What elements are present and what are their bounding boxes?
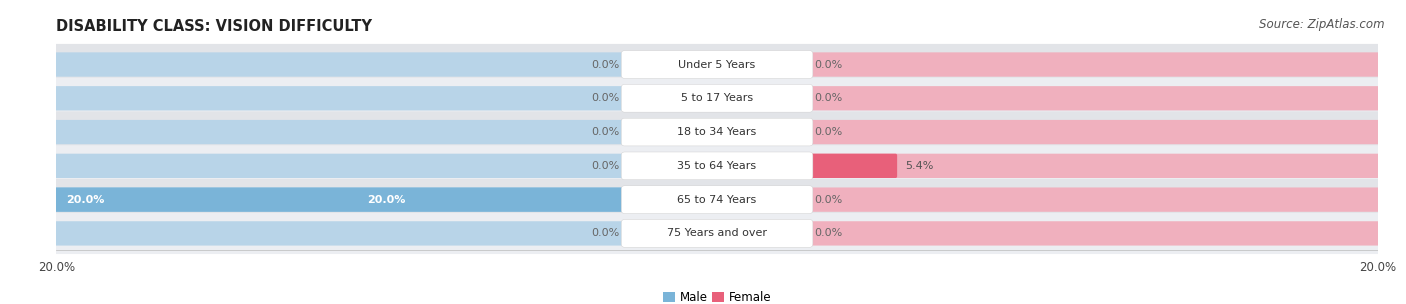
FancyBboxPatch shape [55, 188, 626, 212]
Text: 20.0%: 20.0% [367, 195, 406, 205]
Text: 0.0%: 0.0% [592, 93, 620, 103]
FancyBboxPatch shape [55, 154, 626, 178]
Legend: Male, Female: Male, Female [658, 287, 776, 304]
Text: DISABILITY CLASS: VISION DIFFICULTY: DISABILITY CLASS: VISION DIFFICULTY [56, 19, 373, 34]
FancyBboxPatch shape [55, 188, 626, 212]
FancyBboxPatch shape [55, 120, 626, 144]
Text: Under 5 Years: Under 5 Years [679, 60, 755, 70]
Text: 65 to 74 Years: 65 to 74 Years [678, 195, 756, 205]
FancyBboxPatch shape [55, 52, 626, 77]
FancyBboxPatch shape [808, 154, 897, 178]
FancyBboxPatch shape [55, 221, 626, 246]
FancyBboxPatch shape [55, 86, 626, 110]
FancyBboxPatch shape [808, 86, 1379, 110]
Text: 20.0%: 20.0% [66, 195, 104, 205]
Text: 0.0%: 0.0% [814, 60, 842, 70]
FancyBboxPatch shape [621, 152, 813, 180]
Text: 0.0%: 0.0% [814, 228, 842, 238]
FancyBboxPatch shape [48, 44, 1386, 85]
FancyBboxPatch shape [621, 118, 813, 146]
Text: Source: ZipAtlas.com: Source: ZipAtlas.com [1260, 18, 1385, 31]
FancyBboxPatch shape [621, 219, 813, 247]
FancyBboxPatch shape [48, 78, 1386, 119]
FancyBboxPatch shape [808, 52, 1379, 77]
Text: 0.0%: 0.0% [592, 127, 620, 137]
Text: 5 to 17 Years: 5 to 17 Years [681, 93, 754, 103]
FancyBboxPatch shape [48, 179, 1386, 220]
Text: 18 to 34 Years: 18 to 34 Years [678, 127, 756, 137]
Text: 0.0%: 0.0% [814, 93, 842, 103]
Text: 35 to 64 Years: 35 to 64 Years [678, 161, 756, 171]
FancyBboxPatch shape [808, 221, 1379, 246]
Text: 75 Years and over: 75 Years and over [666, 228, 768, 238]
FancyBboxPatch shape [621, 51, 813, 78]
Text: 5.4%: 5.4% [905, 161, 934, 171]
Text: 0.0%: 0.0% [814, 195, 842, 205]
FancyBboxPatch shape [808, 154, 1379, 178]
Text: 0.0%: 0.0% [814, 127, 842, 137]
FancyBboxPatch shape [48, 213, 1386, 254]
FancyBboxPatch shape [808, 120, 1379, 144]
FancyBboxPatch shape [621, 186, 813, 213]
Text: 0.0%: 0.0% [592, 60, 620, 70]
Text: 0.0%: 0.0% [592, 161, 620, 171]
FancyBboxPatch shape [48, 112, 1386, 153]
FancyBboxPatch shape [621, 85, 813, 112]
FancyBboxPatch shape [808, 188, 1379, 212]
Text: 0.0%: 0.0% [592, 228, 620, 238]
FancyBboxPatch shape [48, 145, 1386, 186]
